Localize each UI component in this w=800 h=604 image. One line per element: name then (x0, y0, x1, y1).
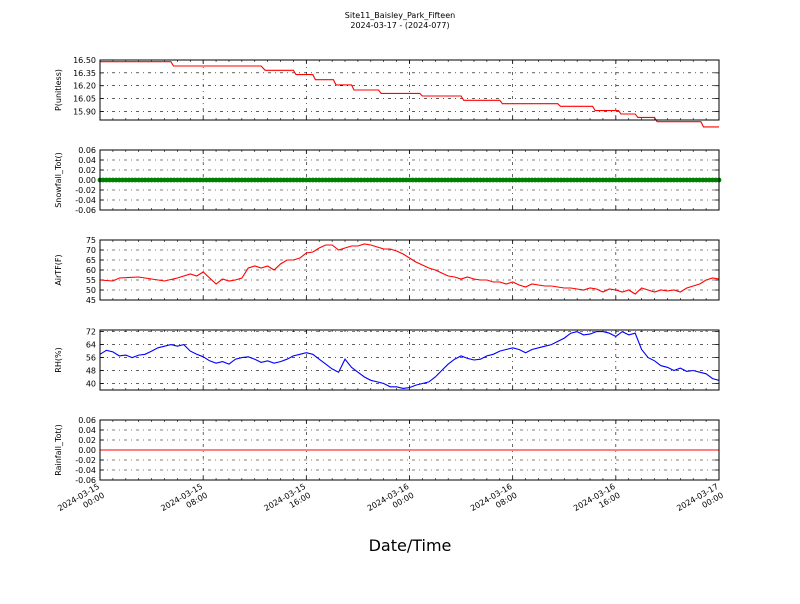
series-line (99, 330, 720, 389)
chart-title: Site11_Baisley_Park_Fifteen (345, 11, 455, 20)
x-axis-title: Date/Time (369, 536, 452, 555)
y-tick-label: 16.50 (73, 56, 96, 65)
x-tick-label: 2024-03-1600:00 (366, 482, 416, 522)
y-tick-label: 70 (86, 246, 96, 255)
y-tick-label: 0.04 (78, 426, 96, 435)
y-tick-label: 75 (86, 236, 96, 245)
x-tick-label: 2024-03-1500:00 (56, 482, 106, 522)
y-axis-label: AirTF(F) (54, 254, 63, 285)
series-dots (97, 177, 722, 183)
x-axis-tick-labels: 2024-03-1500:00 2024-03-1508:00 2024-03-15… (56, 482, 725, 522)
y-tick-label: 50 (86, 286, 96, 295)
y-tick-label: 16.35 (73, 69, 96, 78)
y-tick-label: 0.02 (78, 166, 96, 175)
panel-frame (99, 149, 720, 211)
panel-frame (99, 419, 720, 481)
y-tick-label: 0.04 (78, 156, 96, 165)
x-tick-label: 2024-03-1508:00 (159, 482, 209, 522)
y-tick-label: 56 (86, 354, 96, 363)
y-tick-label: -0.04 (75, 466, 96, 475)
y-tick-label: 15.90 (73, 107, 96, 116)
y-tick-label: -0.02 (75, 456, 96, 465)
panels-group: 15.90 16.05 16.20 16.35 16.50 P(unitless) -0.0… (54, 56, 722, 485)
y-tick-label: 55 (86, 276, 96, 285)
y-axis-label: P(unitless) (54, 69, 63, 111)
y-tick-label: 0.06 (78, 416, 96, 425)
panel-frame (99, 329, 720, 391)
panel-4: 40 48 56 64 72 RH(%) (54, 328, 720, 391)
y-tick-label: 48 (86, 367, 96, 376)
y-tick-label: 64 (86, 341, 96, 350)
panel-1: 15.90 16.05 16.20 16.35 16.50 P(unitless) (54, 56, 720, 128)
series-line (100, 61, 719, 128)
y-axis-label: Rainfall_Tot() (54, 424, 63, 476)
y-tick-label: 16.05 (73, 95, 96, 104)
x-tick-label: 2024-03-1516:00 (263, 482, 313, 522)
panel-frame (99, 59, 720, 121)
x-tick-label: 2024-03-1700:00 (675, 482, 725, 522)
x-tick-label: 2024-03-1608:00 (469, 482, 519, 522)
y-tick-label: 65 (86, 256, 96, 265)
y-tick-label: -0.02 (75, 186, 96, 195)
y-tick-label: 60 (86, 266, 96, 275)
panel-5: -0.06-0.04-0.020.000.020.040.06 Rainfall_… (54, 416, 720, 485)
y-tick-label: 40 (86, 380, 96, 389)
y-tick-label: 0.02 (78, 436, 96, 445)
y-tick-label: 0.00 (78, 446, 96, 455)
series-line (99, 243, 720, 295)
panel-frame (99, 239, 720, 301)
y-tick-label: 16.20 (73, 82, 96, 91)
y-tick-label: -0.04 (75, 196, 96, 205)
y-axis-label: Snowfall_Tot() (54, 152, 63, 208)
y-tick-label: 72 (86, 328, 96, 337)
y-tick-label: 0.06 (78, 146, 96, 155)
y-tick-label: 0.00 (78, 176, 96, 185)
y-tick-label: -0.06 (75, 476, 96, 485)
y-tick-label: 45 (86, 296, 96, 305)
y-tick-label: -0.06 (75, 206, 96, 215)
chart-subtitle: 2024-03-17 - (2024-077) (350, 21, 449, 30)
panel-2: -0.06-0.04-0.020.000.020.040.06 Snowfall_… (54, 146, 722, 215)
y-axis-label: RH(%) (54, 347, 63, 372)
x-tick-label: 2024-03-1616:00 (572, 482, 622, 522)
